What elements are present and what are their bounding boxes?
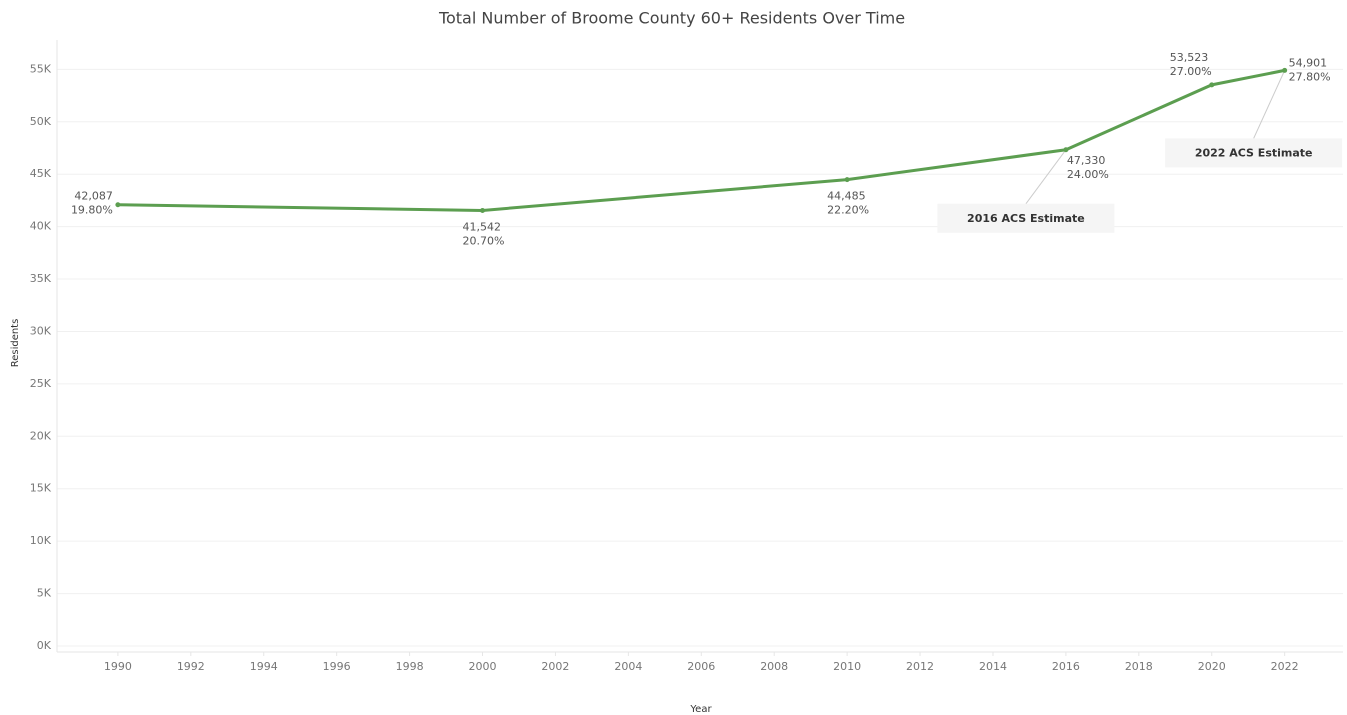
y-tick-label: 10K (30, 534, 52, 547)
x-tick-label: 2000 (469, 660, 497, 673)
x-tick-label: 2004 (614, 660, 642, 673)
x-tick-label: 1992 (177, 660, 205, 673)
x-tick-label: 2016 (1052, 660, 1080, 673)
data-point (844, 177, 850, 183)
share-label: 27.80% (1289, 70, 1331, 83)
y-tick-label: 0K (37, 639, 52, 652)
share-label: 22.20% (827, 204, 869, 217)
annotation-text: 2022 ACS Estimate (1195, 146, 1313, 159)
x-tick-label: 2014 (979, 660, 1007, 673)
y-tick-label: 15K (30, 482, 52, 495)
data-point (480, 207, 486, 213)
data-point (115, 202, 121, 208)
y-tick-label: 40K (30, 220, 52, 233)
x-tick-label: 2006 (687, 660, 715, 673)
x-axis-title: Year (689, 704, 712, 715)
y-tick-label: 30K (30, 324, 52, 337)
annotation-leader (1253, 70, 1286, 139)
y-tick-label: 50K (30, 115, 52, 128)
data-point (1063, 147, 1069, 153)
annotation-text: 2016 ACS Estimate (967, 212, 1085, 225)
share-label: 20.70% (463, 234, 505, 247)
x-tick-label: 2010 (833, 660, 861, 673)
data-line (117, 68, 1285, 212)
x-tick-label: 2022 (1271, 660, 1299, 673)
x-tick-label: 2008 (760, 660, 788, 673)
data-point (1209, 82, 1215, 88)
data-label: 54,901 (1289, 56, 1328, 69)
chart-title: Total Number of Broome County 60+ Reside… (438, 9, 905, 28)
y-tick-label: 5K (37, 587, 52, 600)
x-tick-label: 2002 (541, 660, 569, 673)
data-label: 42,087 (74, 190, 113, 203)
annotation-box (937, 203, 1115, 233)
data-point (1282, 67, 1288, 73)
x-tick-label: 2012 (906, 660, 934, 673)
y-tick-label: 55K (30, 62, 52, 75)
y-tick-label: 45K (30, 167, 52, 180)
y-tick-label: 20K (30, 429, 52, 442)
annotation-box (1165, 138, 1343, 168)
annotation-leader (1025, 149, 1067, 205)
x-tick-label: 1998 (396, 660, 424, 673)
y-tick-label: 25K (30, 377, 52, 390)
x-tick-label: 1994 (250, 660, 278, 673)
y-tick-label: 35K (30, 272, 52, 285)
data-label: 41,542 (463, 220, 502, 233)
x-tick-label: 2020 (1198, 660, 1226, 673)
y-axis-title: Residents (10, 319, 21, 368)
x-tick-label: 1996 (323, 660, 351, 673)
share-label: 27.00% (1170, 65, 1212, 78)
share-label: 24.00% (1067, 168, 1109, 181)
x-tick-label: 1990 (104, 660, 132, 673)
data-label: 47,330 (1067, 154, 1106, 167)
x-tick-label: 2018 (1125, 660, 1153, 673)
share-label: 19.80% (71, 204, 113, 217)
data-label: 44,485 (827, 190, 866, 203)
data-label: 53,523 (1170, 51, 1209, 64)
